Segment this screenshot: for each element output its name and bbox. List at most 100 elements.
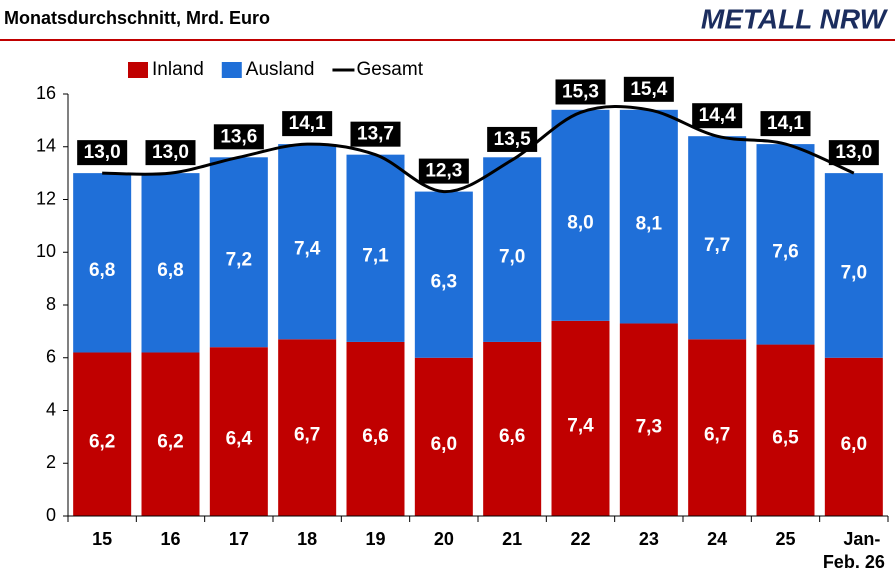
y-tick-label: 0 [46, 505, 56, 525]
bar-segment [209, 347, 268, 516]
bar-segment [756, 144, 815, 345]
total-label: 15,4 [630, 79, 667, 100]
bar-segment [414, 191, 473, 358]
label-box [692, 103, 743, 129]
y-tick-label: 12 [36, 188, 56, 208]
legend-swatch [128, 62, 148, 78]
bar-segment [619, 109, 678, 324]
x-tick-label: 21 [502, 529, 522, 549]
data-label: 6,8 [157, 260, 183, 281]
x-tick-label: 24 [707, 529, 727, 549]
bar-segment [483, 341, 542, 516]
label-box [350, 121, 401, 147]
total-label: 13,5 [494, 129, 531, 150]
legend-label: Gesamt [356, 59, 423, 80]
data-label: 7,3 [636, 417, 662, 438]
bar-segment [756, 344, 815, 516]
bar-segment [414, 357, 473, 516]
label-box [623, 76, 674, 102]
x-tick-label: 25 [775, 529, 795, 549]
bar-segment [141, 173, 200, 353]
y-tick-label: 10 [36, 241, 56, 261]
data-label: 7,0 [841, 262, 867, 283]
data-label: 6,0 [841, 434, 867, 455]
bar-segment [824, 357, 883, 516]
total-label: 12,3 [425, 161, 462, 182]
legend-label: Inland [152, 59, 204, 80]
total-label: 14,4 [699, 105, 736, 126]
chart-title: Monatsdurchschnitt, Mrd. Euro [4, 8, 270, 28]
data-label: 6,2 [157, 431, 183, 452]
label-box [213, 124, 264, 150]
data-label: 6,7 [704, 425, 730, 446]
legend-label: Ausland [246, 59, 315, 80]
data-label: 7,4 [567, 415, 594, 436]
data-label: 8,1 [636, 214, 663, 235]
data-label: 7,7 [704, 235, 730, 256]
data-label: 7,4 [294, 239, 321, 260]
x-tick-label: 20 [434, 529, 454, 549]
total-label: 15,3 [562, 81, 599, 102]
bar-segment [619, 323, 678, 516]
data-label: 7,6 [772, 241, 798, 262]
bar-segment [688, 339, 747, 516]
data-label: 7,0 [499, 247, 525, 268]
total-label: 13,0 [84, 142, 121, 163]
bar-segment [688, 136, 747, 340]
data-label: 8,0 [567, 212, 593, 233]
total-label: 13,0 [152, 142, 189, 163]
bar-segment [346, 154, 405, 342]
data-label: 7,2 [226, 249, 252, 270]
y-tick-label: 16 [36, 83, 56, 103]
total-label: 13,6 [220, 126, 257, 147]
label-box [828, 140, 879, 166]
data-label: 6,3 [431, 272, 457, 293]
data-label: 6,5 [772, 427, 799, 448]
total-label: 14,1 [767, 113, 804, 134]
y-tick-label: 8 [46, 294, 56, 314]
label-box [760, 111, 811, 137]
label-box [487, 126, 538, 152]
bar-segment [278, 339, 337, 516]
total-label: 13,7 [357, 124, 394, 145]
x-tick-label: 17 [229, 529, 249, 549]
bar-segment [141, 352, 200, 516]
total-line [102, 105, 855, 194]
y-tick-label: 4 [46, 399, 56, 419]
label-box [555, 79, 606, 105]
x-tick-label: 22 [570, 529, 590, 549]
label-box [418, 158, 469, 184]
label-box [282, 111, 333, 137]
data-label: 7,1 [362, 245, 389, 266]
x-tick-label: 15 [92, 529, 112, 549]
data-label: 6,7 [294, 425, 320, 446]
x-tick-label: 23 [639, 529, 659, 549]
total-label: 13,0 [835, 142, 872, 163]
bar-segment [278, 144, 337, 340]
bar-segment [73, 173, 132, 353]
bar-segment [346, 341, 405, 516]
bar-segment [551, 109, 610, 321]
x-tick-label: 18 [297, 529, 317, 549]
data-label: 6,6 [499, 426, 525, 447]
label-box [145, 140, 196, 166]
x-tick-label: 19 [365, 529, 385, 549]
label-box [77, 140, 128, 166]
legend-swatch [221, 62, 242, 78]
x-tick-label: Jan-Feb. 26 [823, 529, 885, 572]
data-label: 6,0 [431, 434, 457, 455]
bar-segment [824, 173, 883, 358]
y-tick-label: 2 [46, 452, 56, 472]
bar-segment [73, 352, 132, 516]
data-label: 6,2 [89, 431, 115, 452]
data-label: 6,4 [226, 429, 253, 450]
bar-segment [483, 157, 542, 342]
logo: METALL NRW [701, 3, 889, 34]
total-label: 14,1 [289, 113, 326, 134]
x-tick-label: 16 [160, 529, 180, 549]
y-tick-label: 14 [36, 136, 56, 156]
data-label: 6,8 [89, 260, 115, 281]
y-tick-label: 6 [46, 347, 56, 367]
data-label: 6,6 [362, 426, 388, 447]
bar-segment [551, 320, 610, 516]
